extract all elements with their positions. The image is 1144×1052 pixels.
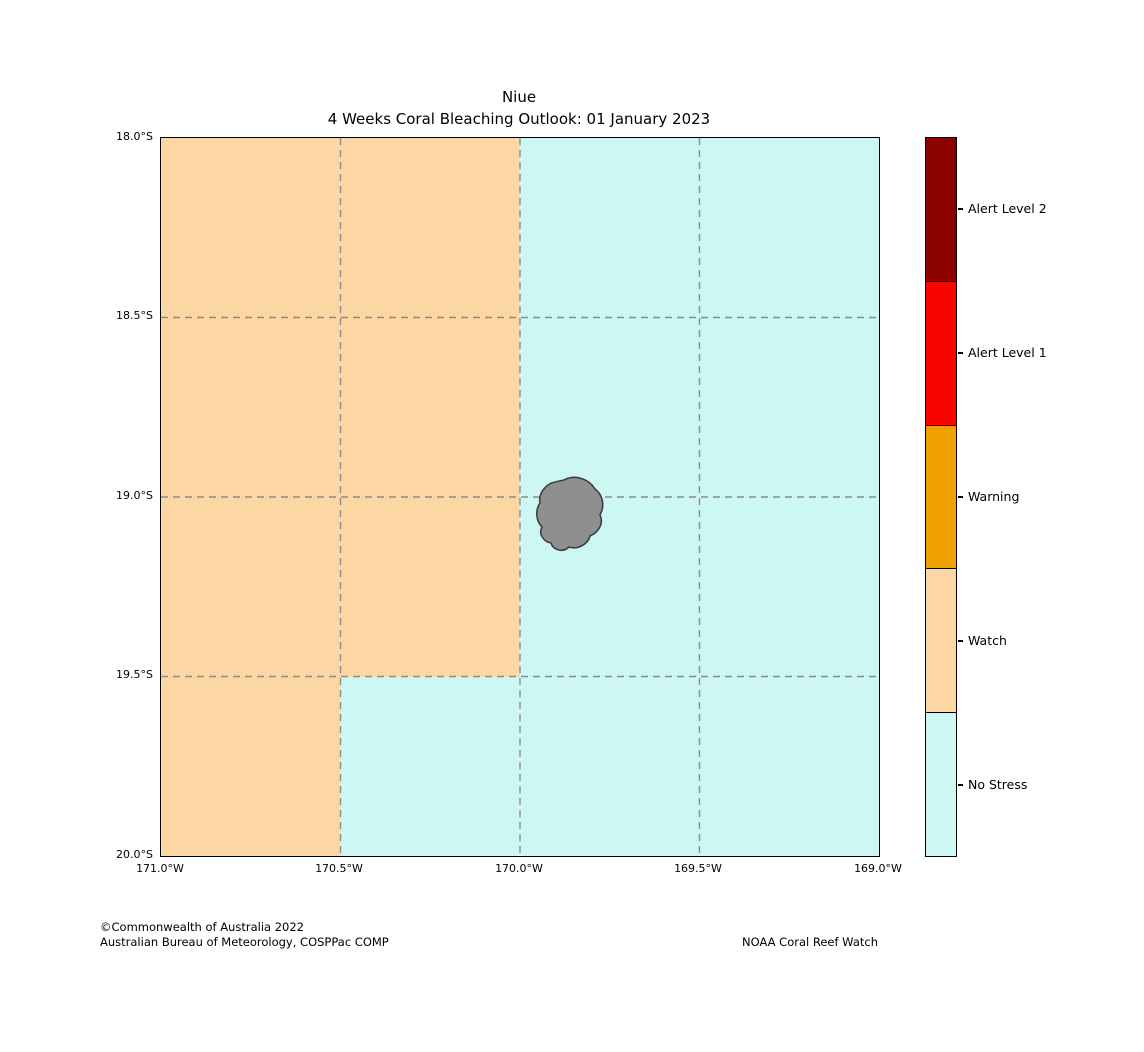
- chart-title: Niue: [501, 88, 537, 106]
- y-tick-label: 18.0°S: [116, 130, 153, 143]
- legend-label-warning: Warning: [968, 489, 1020, 504]
- outlook-map-svg: [161, 138, 879, 856]
- colorbar-segment-watch: [926, 569, 956, 714]
- footer-attribution: Australian Bureau of Meteorology, COSPPa…: [100, 935, 389, 949]
- chart-subtitle: 4 Weeks Coral Bleaching Outlook: 01 Janu…: [327, 110, 711, 128]
- y-tick-label: 19.0°S: [116, 489, 153, 502]
- map-plot-area: [160, 137, 880, 857]
- x-tick-label: 170.5°W: [315, 862, 363, 875]
- y-tick-label: 20.0°S: [116, 848, 153, 861]
- chart-title-block: Niue 4 Weeks Coral Bleaching Outlook: 01…: [160, 86, 878, 130]
- y-tick-label: 19.5°S: [116, 668, 153, 681]
- footer-noaa-credit: NOAA Coral Reef Watch: [742, 935, 878, 949]
- colorbar-tick: [958, 208, 963, 210]
- watch-region-lower: [161, 676, 341, 856]
- colorbar-segment-no-stress: [926, 713, 956, 856]
- colorbar-segment-warning: [926, 425, 956, 570]
- colorbar-tick: [958, 352, 963, 354]
- legend-label-alert-level-2: Alert Level 2: [968, 201, 1047, 216]
- x-tick-label: 169.5°W: [674, 862, 722, 875]
- colorbar-segment-alert-level-2: [926, 138, 956, 282]
- colorbar-tick: [958, 784, 963, 786]
- x-tick-label: 171.0°W: [136, 862, 184, 875]
- footer-copyright: ©Commonwealth of Australia 2022: [100, 920, 305, 934]
- niue-island: [536, 476, 604, 552]
- y-tick-label: 18.5°S: [116, 309, 153, 322]
- legend-label-alert-level-1: Alert Level 1: [968, 345, 1047, 360]
- colorbar-segment-alert-level-1: [926, 281, 956, 426]
- colorbar-tick: [958, 640, 963, 642]
- legend-label-watch: Watch: [968, 633, 1007, 648]
- legend-label-no-stress: No Stress: [968, 777, 1028, 792]
- x-tick-label: 169.0°W: [854, 862, 902, 875]
- colorbar-tick: [958, 496, 963, 498]
- x-tick-label: 170.0°W: [495, 862, 543, 875]
- colorbar: [925, 137, 957, 857]
